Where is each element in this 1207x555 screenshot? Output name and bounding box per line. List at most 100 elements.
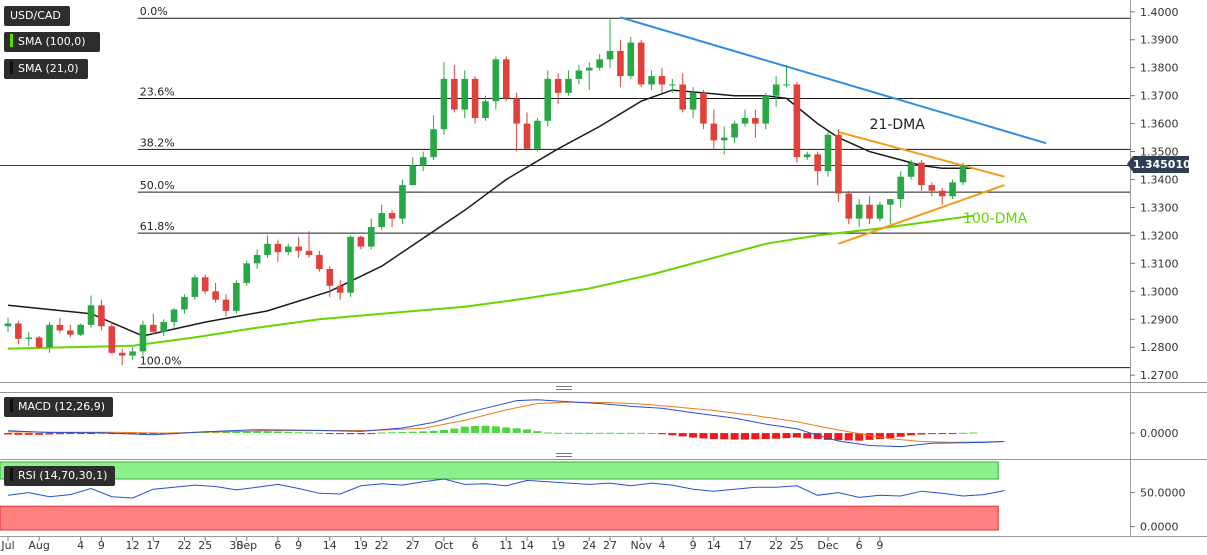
macd-histogram-bar bbox=[761, 433, 770, 439]
time-tick-label: 17 bbox=[738, 539, 752, 552]
candle-body bbox=[368, 227, 375, 247]
candle-body bbox=[25, 337, 33, 339]
macd-histogram-bar bbox=[408, 431, 417, 434]
pane-dividers bbox=[0, 382, 1207, 537]
time-tick-label: 4 bbox=[658, 539, 665, 552]
macd-legend[interactable]: MACD (12,26,9) bbox=[4, 397, 113, 417]
macd-histogram-bar bbox=[491, 426, 500, 434]
candle-body bbox=[803, 154, 811, 158]
macd-pane: 0.0000 bbox=[4, 399, 1179, 448]
rsi-pane: 0.0000 50.0000 bbox=[0, 461, 1186, 534]
macd-histogram-bar bbox=[450, 428, 459, 434]
macd-histogram-bar bbox=[699, 433, 708, 439]
candle-body bbox=[918, 162, 925, 186]
macd-histogram-bar bbox=[803, 433, 812, 439]
macd-histogram-bar bbox=[606, 432, 615, 434]
rsi-oversold-zone bbox=[0, 505, 999, 531]
candle-body bbox=[118, 352, 126, 356]
macd-histogram-bar bbox=[595, 432, 604, 434]
macd-histogram-bar bbox=[616, 432, 625, 434]
sma21-swatch-icon bbox=[10, 61, 13, 74]
macd-histogram-bar bbox=[263, 431, 272, 434]
macd-histogram-bar bbox=[388, 432, 397, 434]
macd-histogram-bar bbox=[356, 433, 365, 435]
macd-histogram-bar bbox=[481, 425, 490, 434]
sma21-legend[interactable]: SMA (21,0) bbox=[4, 59, 88, 79]
macd-histogram-bar bbox=[232, 431, 241, 434]
time-tick-label: 17 bbox=[146, 539, 160, 552]
time-tick-label: 19 bbox=[354, 539, 368, 552]
time-tick-label: 9 bbox=[876, 539, 883, 552]
macd-histogram-bar bbox=[24, 433, 33, 435]
rsi-line bbox=[7, 478, 1005, 499]
candle-body bbox=[585, 67, 593, 71]
fib-level-label: 100.0% bbox=[140, 355, 182, 368]
candle-body bbox=[793, 84, 801, 158]
sma21-line bbox=[7, 89, 974, 337]
candles bbox=[4, 17, 967, 366]
macd-histogram-bar bbox=[855, 433, 864, 441]
candle-body bbox=[150, 324, 157, 332]
price-tick-label: 1.3600 bbox=[1140, 118, 1179, 131]
candle-body bbox=[523, 123, 531, 149]
price-tick-label: 1.3400 bbox=[1140, 174, 1179, 187]
macd-histogram-bar bbox=[325, 433, 334, 435]
candle-body bbox=[108, 326, 116, 353]
trendline-resistance bbox=[620, 16, 1047, 145]
time-tick-label: 9 bbox=[690, 539, 697, 552]
macd-histogram-bar bbox=[346, 433, 355, 435]
macd-histogram-bar bbox=[273, 431, 282, 434]
time-tick-label: Oct bbox=[434, 539, 454, 552]
time-tick-label: 25 bbox=[198, 539, 212, 552]
candle-body bbox=[482, 101, 489, 119]
time-tick-label: 22 bbox=[769, 539, 783, 552]
macd-histogram-bar bbox=[336, 433, 345, 435]
candle-body bbox=[139, 324, 147, 352]
macd-histogram-bar bbox=[502, 427, 511, 434]
candle-body bbox=[907, 162, 915, 177]
macd-histogram-bar bbox=[969, 432, 978, 434]
price-tick-label: 1.3300 bbox=[1140, 201, 1179, 214]
macd-histogram-bar bbox=[626, 432, 635, 434]
candle-body bbox=[575, 70, 583, 79]
candle-body bbox=[347, 236, 354, 293]
candle-body bbox=[66, 330, 74, 335]
macd-histogram-bar bbox=[740, 433, 749, 440]
macd-histogram-bar bbox=[377, 432, 386, 434]
candle-body bbox=[336, 285, 344, 293]
macd-histogram-bar bbox=[294, 432, 303, 434]
candle-body bbox=[35, 337, 43, 348]
candle-body bbox=[565, 78, 572, 93]
macd-histogram-bar bbox=[824, 433, 833, 440]
time-tick-label: Jul bbox=[0, 539, 14, 552]
rsi-legend-label: RSI (14,70,30,1) bbox=[18, 469, 108, 482]
candle-body bbox=[679, 84, 686, 110]
macd-histogram-bar bbox=[938, 433, 947, 435]
macd-line bbox=[7, 399, 1005, 448]
macd-histogram-bar bbox=[429, 430, 438, 434]
sma100-legend[interactable]: SMA (100,0) bbox=[4, 32, 100, 52]
price-tick-label: 1.3200 bbox=[1140, 229, 1179, 242]
sma100-legend-label: SMA (100,0) bbox=[18, 35, 86, 48]
trendline-triangle-upper bbox=[838, 131, 1005, 178]
macd-tick-label: 0.0000 bbox=[1140, 427, 1179, 440]
candle-body bbox=[430, 129, 437, 158]
candle-body bbox=[845, 193, 853, 219]
price-tick-label: 1.3000 bbox=[1140, 285, 1179, 298]
candle-body bbox=[191, 277, 199, 297]
time-tick-label: 14 bbox=[707, 539, 721, 552]
candle-body bbox=[461, 78, 469, 110]
macd-histogram-bar bbox=[45, 433, 54, 435]
candle-body bbox=[295, 246, 302, 251]
candle-body bbox=[938, 190, 946, 197]
price-tick-label: 1.4000 bbox=[1140, 6, 1179, 19]
price-tick-label: 1.3900 bbox=[1140, 34, 1179, 47]
rsi-legend[interactable]: RSI (14,70,30,1) bbox=[4, 466, 115, 486]
candle-body bbox=[440, 78, 448, 130]
sma100-line bbox=[7, 214, 974, 350]
candle-body bbox=[772, 84, 780, 96]
macd-histogram-bar bbox=[668, 433, 677, 436]
symbol-legend[interactable]: USD/CAD bbox=[4, 6, 70, 26]
candle-body bbox=[731, 123, 738, 138]
